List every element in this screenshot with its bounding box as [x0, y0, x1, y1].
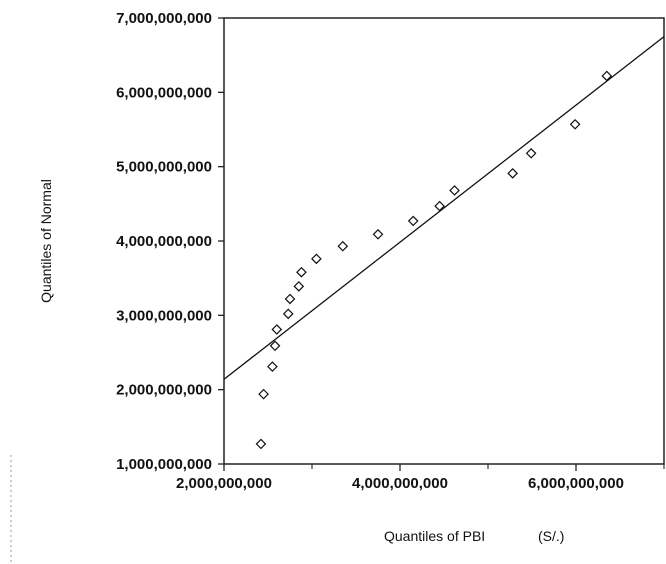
x-axis-ticks: 2,000,000,000 4,000,000,000 6,000,000,000 [176, 464, 665, 492]
data-point [258, 388, 269, 400]
data-point [372, 228, 384, 240]
data-point [434, 200, 445, 212]
x-tick-label: 6,000,000,000 [528, 475, 624, 492]
y-tick-label: 7,000,000,000 [116, 10, 212, 27]
data-point [267, 361, 278, 372]
data-point [337, 240, 349, 252]
data-point [601, 70, 613, 82]
y-tick-label: 3,000,000,000 [116, 307, 212, 324]
x-axis-label: Quantiles of PBI [384, 528, 485, 544]
y-tick-label: 2,000,000,000 [116, 382, 212, 399]
y-tick-label: 5,000,000,000 [116, 159, 212, 176]
plot-frame [223, 17, 665, 465]
data-point [255, 438, 267, 450]
x-tick-label: 2,000,000,000 [176, 475, 272, 492]
y-tick-label: 4,000,000,000 [116, 233, 212, 250]
y-tick-label: 1,000,000,000 [116, 456, 212, 473]
x-axis-unit: (S/.) [538, 528, 564, 544]
data-point [269, 340, 281, 352]
data-point [271, 324, 283, 335]
data-points [255, 70, 613, 450]
data-point [507, 168, 518, 179]
data-point [569, 118, 581, 130]
y-tick-label: 6,000,000,000 [116, 84, 212, 101]
y-axis-label: Quantiles of Normal [38, 179, 54, 303]
data-point [282, 308, 294, 320]
data-point [284, 293, 296, 305]
reference-line [223, 36, 665, 380]
x-tick-label: 4,000,000,000 [352, 475, 448, 492]
data-point [296, 266, 307, 278]
data-point [311, 253, 322, 265]
plot-axes [223, 17, 665, 465]
data-point [449, 185, 460, 196]
data-point [525, 147, 537, 159]
y-axis-ticks: 1,000,000,000 2,000,000,000 3,000,000,000 4… [116, 10, 224, 473]
data-point [407, 215, 419, 227]
data-point [293, 280, 305, 292]
